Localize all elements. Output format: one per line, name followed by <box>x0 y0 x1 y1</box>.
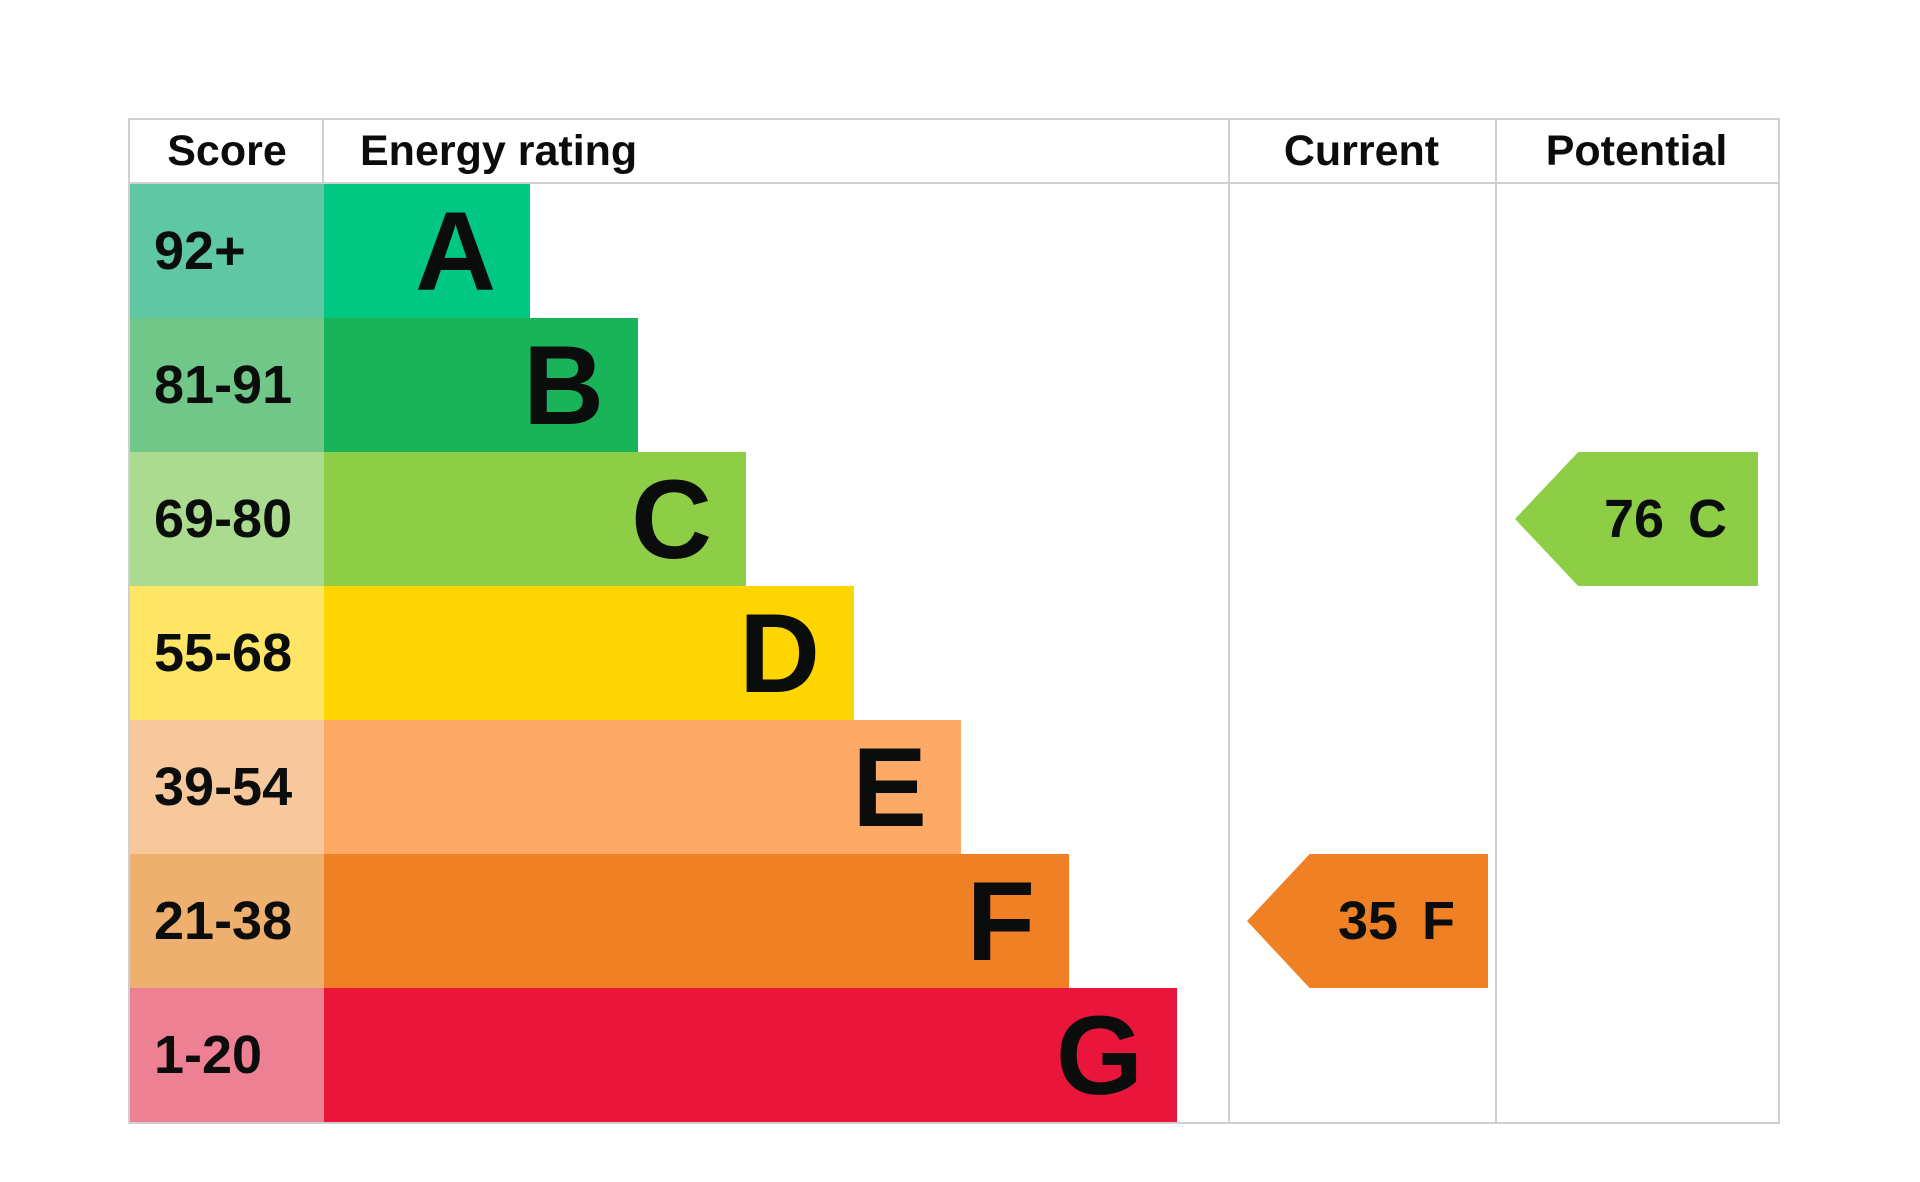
band-row-f: 21-38 F <box>130 854 1778 988</box>
header-score: Score <box>167 126 287 175</box>
band-bar-c: C <box>324 452 746 586</box>
band-bar-b: B <box>324 318 638 452</box>
band-bar-a: A <box>324 184 530 318</box>
bands-area: 92+ A 81-91 B 69-80 C 55-68 D 39-54 E 21… <box>130 184 1778 1122</box>
score-range-f: 21-38 <box>130 854 324 988</box>
current-band-letter: F <box>1422 891 1456 951</box>
potential-band-letter: C <box>1688 489 1728 549</box>
band-row-b: 81-91 B <box>130 318 1778 452</box>
band-row-a: 92+ A <box>130 184 1778 318</box>
current-column-divider <box>1228 120 1230 1122</box>
current-score-value: 35 <box>1337 891 1399 951</box>
score-range-d: 55-68 <box>130 586 324 720</box>
band-bar-e: E <box>324 720 961 854</box>
epc-table: Score Energy rating Current Potential 92… <box>128 118 1780 1124</box>
band-bar-f: F <box>324 854 1069 988</box>
score-range-a: 92+ <box>130 184 324 318</box>
header-potential: Potential <box>1545 126 1728 175</box>
score-range-g: 1-20 <box>130 988 324 1122</box>
band-row-c: 69-80 C <box>130 452 1778 586</box>
score-range-e: 39-54 <box>130 720 324 854</box>
header-energy-rating: Energy rating <box>360 126 638 175</box>
band-bar-d: D <box>324 586 854 720</box>
potential-score-value: 76 <box>1603 489 1665 549</box>
band-row-d: 55-68 D <box>130 586 1778 720</box>
potential-column-divider <box>1495 120 1497 1122</box>
header-current: Current <box>1283 126 1440 175</box>
score-rating-divider <box>322 120 324 182</box>
band-row-g: 1-20 G <box>130 988 1778 1122</box>
table-header-row: Score Energy rating Current Potential <box>130 120 1778 184</box>
score-range-b: 81-91 <box>130 318 324 452</box>
band-row-e: 39-54 E <box>130 720 1778 854</box>
band-bar-g: G <box>324 988 1177 1122</box>
score-range-c: 69-80 <box>130 452 324 586</box>
